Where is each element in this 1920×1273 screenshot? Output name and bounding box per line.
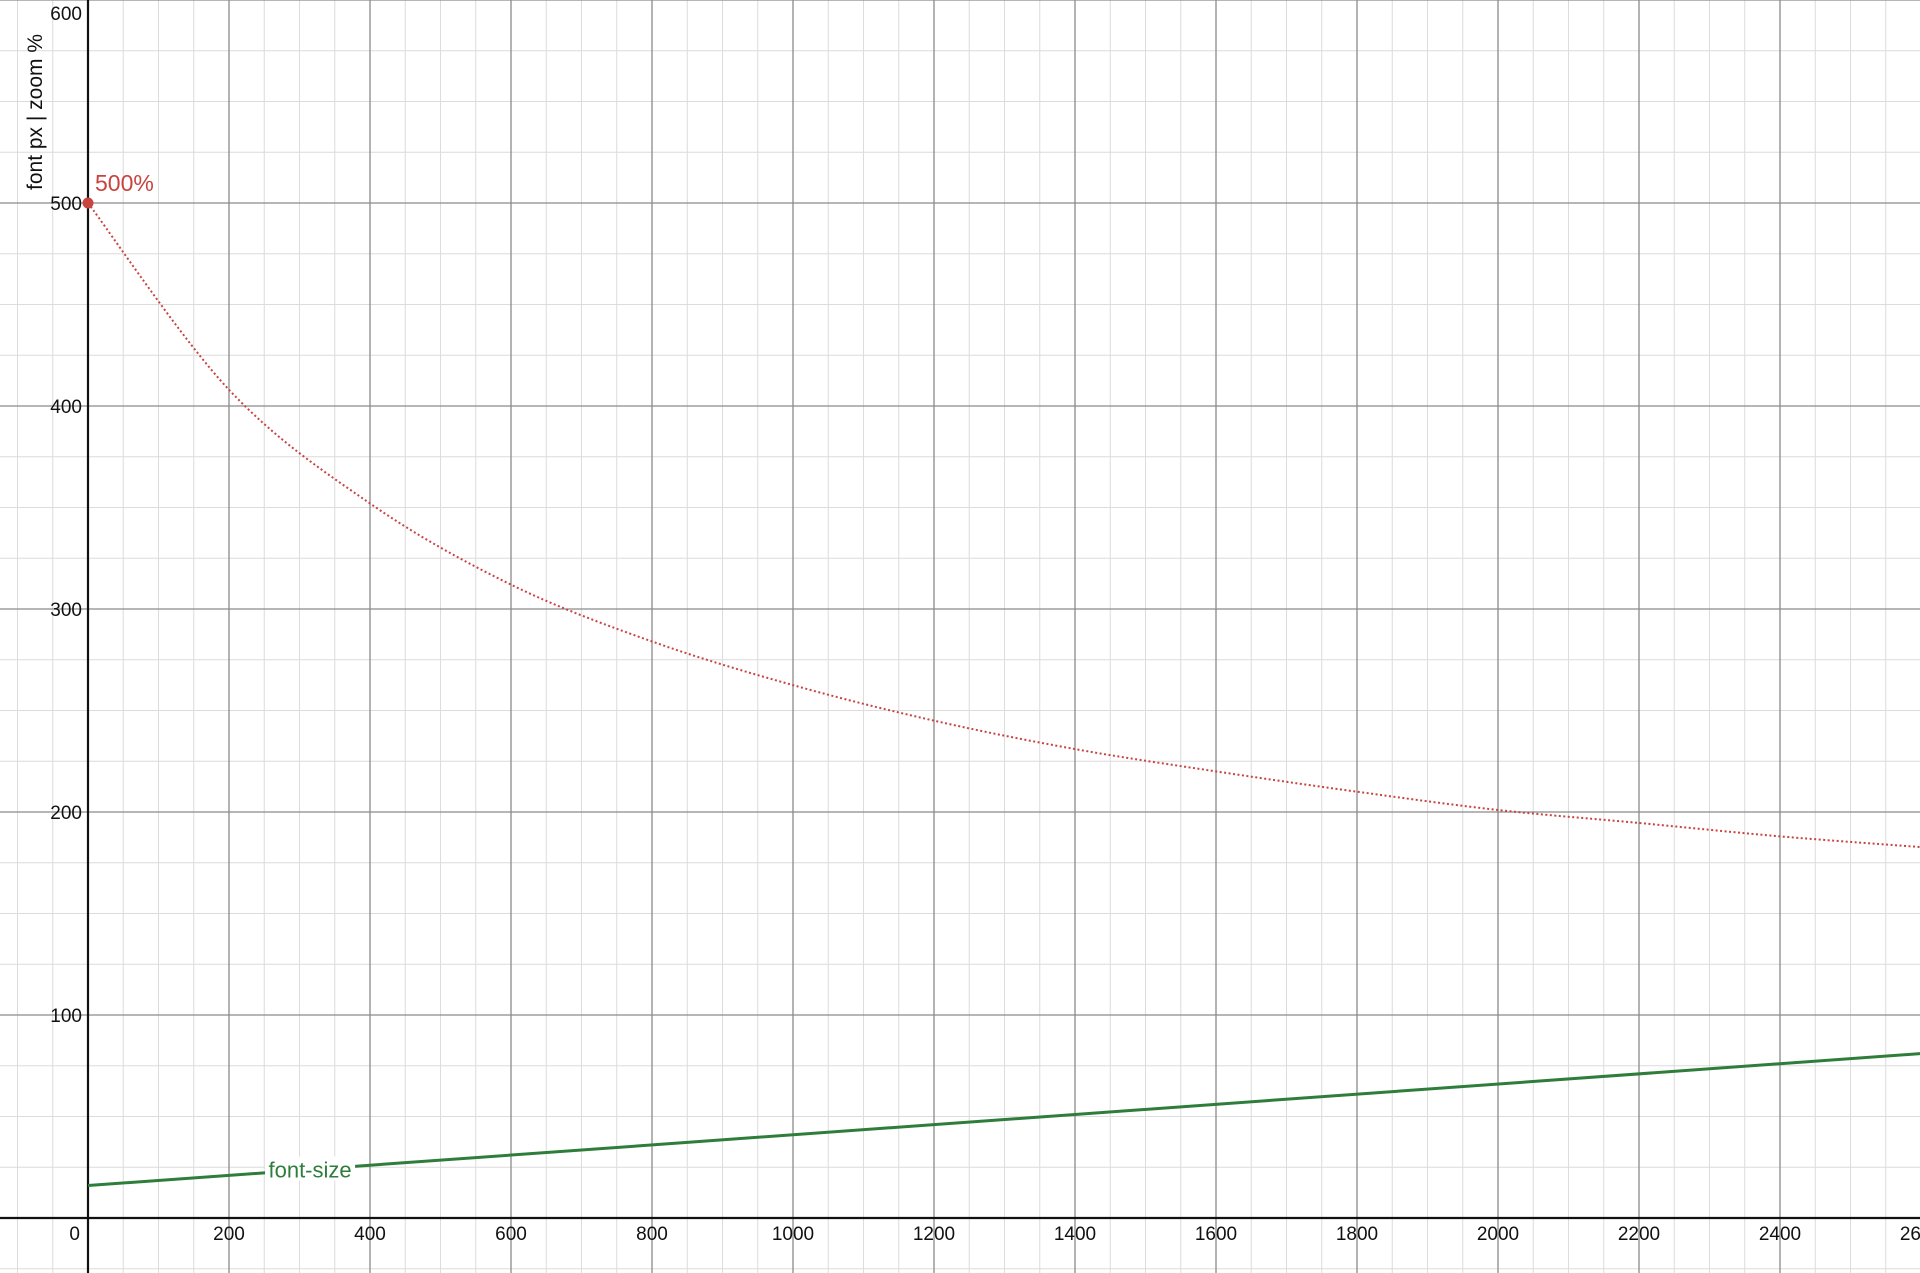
y-tick-label: 400 — [50, 397, 82, 418]
y-tick-label: 600 — [50, 4, 82, 25]
series-label: font-size — [268, 1158, 351, 1183]
x-tick-label: 600 — [495, 1224, 527, 1245]
y-tick-label: 300 — [50, 600, 82, 621]
x-tick-label: 1400 — [1054, 1224, 1096, 1245]
x-tick-label: 800 — [636, 1224, 668, 1245]
x-tick-label: 1200 — [913, 1224, 955, 1245]
series-layer — [87, 202, 1920, 1188]
x-tick-label: 2000 — [1477, 1224, 1519, 1245]
x-tick-label: 1000 — [772, 1224, 814, 1245]
y-axis-label: font px | zoom % — [24, 34, 47, 190]
x-tick-label: 2600 — [1900, 1224, 1920, 1245]
tick-labels: 0 200 400 600 800 1000 1200 1400 1600 1800 2000 220… — [50, 4, 1920, 1245]
x-tick-label: 1800 — [1336, 1224, 1378, 1245]
series-line-font-size — [87, 1052, 1920, 1188]
point-label: 500% — [95, 170, 154, 196]
y-tick-label: 100 — [50, 1006, 82, 1027]
y-tick-label: 500 — [50, 194, 82, 215]
label-background — [265, 1156, 356, 1181]
series-line-zoom — [87, 202, 1920, 849]
y-tick-label: 200 — [50, 803, 82, 824]
annotations: 500% font-size — [82, 170, 356, 1183]
x-tick-label: 200 — [213, 1224, 245, 1245]
x-tick-label: 1600 — [1195, 1224, 1237, 1245]
highlight-point — [82, 197, 94, 209]
x-tick-label: 400 — [354, 1224, 386, 1245]
x-tick-label: 2400 — [1759, 1224, 1801, 1245]
x-tick-label: 0 — [69, 1224, 80, 1245]
x-tick-label: 2200 — [1618, 1224, 1660, 1245]
